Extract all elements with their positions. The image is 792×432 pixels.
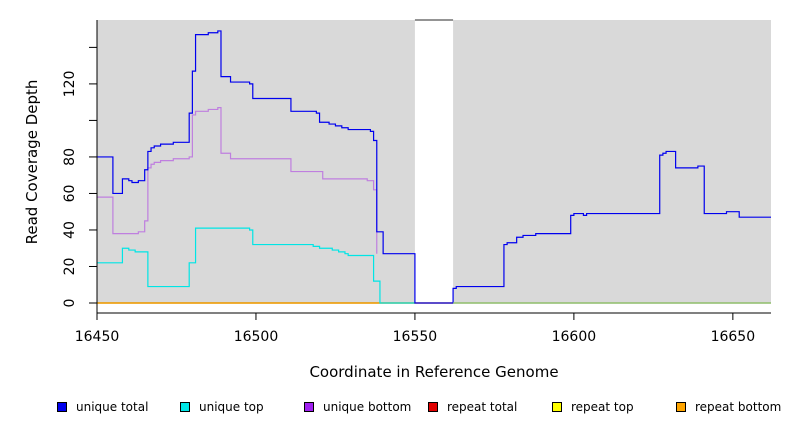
series-line-unique-bottom [97, 107, 378, 254]
y-tick-label: 40 [62, 221, 78, 239]
x-tick-label: 16650 [711, 329, 756, 345]
x-tick-label: 16600 [552, 329, 597, 345]
y-tick-label: 60 [62, 185, 78, 203]
legend-label: unique top [199, 400, 264, 414]
y-axis-label: Read Coverage Depth [23, 80, 41, 245]
legend-item-unique-top: unique top [180, 400, 264, 414]
axes-layer: 0 20 40 60 80 120 16450 16500 16550 16600 16650 [62, 20, 771, 345]
legend-item-unique-total: unique total [57, 400, 148, 414]
legend-item-repeat-top: repeat top [552, 400, 634, 414]
x-axis-label: Coordinate in Reference Genome [309, 363, 558, 381]
legend-swatch [304, 402, 314, 412]
legend-label: repeat top [571, 400, 634, 414]
y-tick-label: 0 [62, 299, 78, 308]
legend: unique total unique top unique bottom re… [0, 400, 792, 420]
legend-item-unique-bottom: unique bottom [304, 400, 411, 414]
legend-swatch [57, 402, 67, 412]
x-tick-label: 16550 [393, 329, 438, 345]
series-line-unique-total [97, 30, 771, 304]
plot-panel-left [97, 20, 415, 303]
legend-swatch [428, 402, 438, 412]
series-line-unique-top [97, 227, 415, 304]
legend-swatch [552, 402, 562, 412]
coverage-chart: 0 20 40 60 80 120 16450 16500 16550 16600 16650 Re… [23, 19, 771, 381]
legend-label: unique bottom [323, 400, 412, 414]
plot-panel-right [453, 20, 771, 303]
legend-label: repeat total [447, 400, 518, 414]
legend-label: repeat bottom [695, 400, 782, 414]
y-tick-label: 120 [62, 71, 78, 98]
legend-swatch [676, 402, 686, 412]
x-tick-label: 16500 [234, 329, 279, 345]
legend-item-repeat-total: repeat total [428, 400, 517, 414]
legend-item-repeat-bottom: repeat bottom [676, 400, 781, 414]
y-tick-label: 20 [62, 258, 78, 276]
legend-swatch [180, 402, 190, 412]
x-tick-label: 16450 [75, 329, 120, 345]
series-layer [97, 30, 771, 304]
legend-label: unique total [76, 400, 149, 414]
y-tick-label: 80 [62, 148, 78, 166]
plot-background [97, 19, 771, 303]
